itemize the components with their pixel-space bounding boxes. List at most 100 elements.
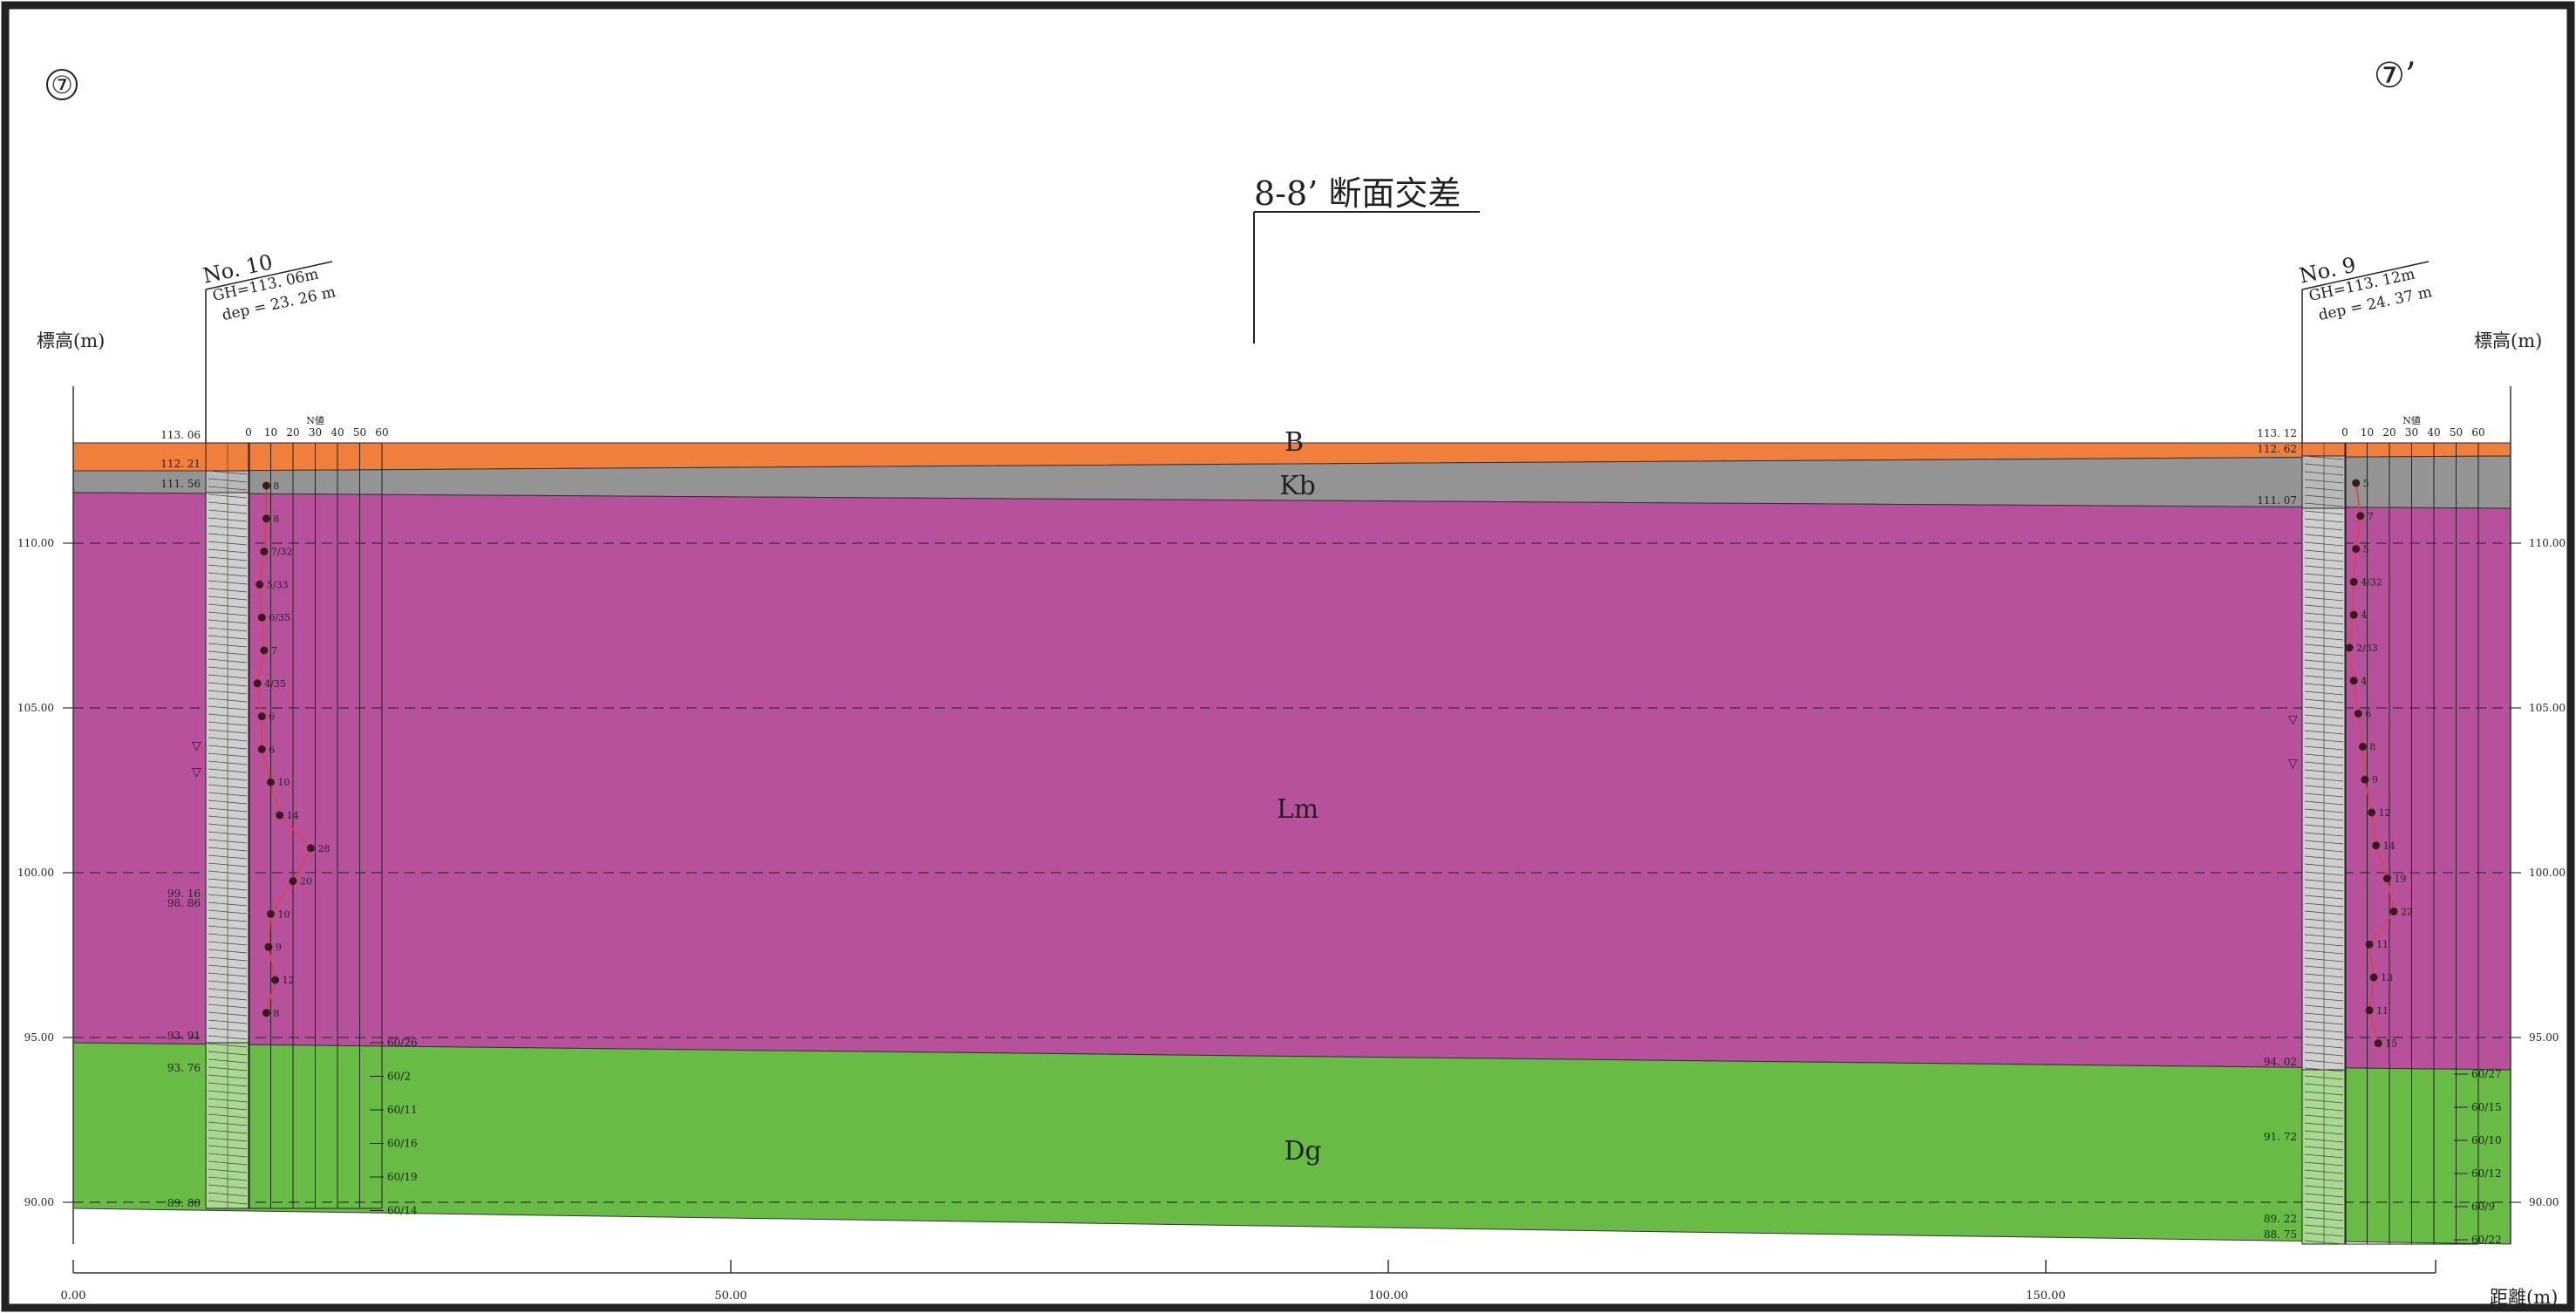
- n-value-point: [2365, 940, 2374, 949]
- borehole-elevation-label: 113. 06: [160, 429, 201, 441]
- distance-tick-label: 50.00: [714, 1289, 746, 1303]
- n-value-label: 11: [2376, 939, 2389, 950]
- borehole-elevation-label: 93. 91: [167, 1030, 201, 1042]
- n-value-point: [2382, 874, 2391, 883]
- distance-tick-label: 0.00: [61, 1289, 86, 1303]
- refusal-label: 60/26: [387, 1037, 418, 1049]
- n-value-label: 22: [2401, 906, 2413, 917]
- n-scale-label: 40: [2427, 426, 2440, 439]
- groundwater-icon: ▽: [2288, 758, 2298, 771]
- n-value-trend-line: [2348, 482, 2395, 1044]
- n-value-label: 12: [2379, 807, 2391, 819]
- strata-layers: [72, 442, 2511, 1245]
- borehole-elevation-label: 98. 86: [167, 897, 201, 909]
- n-value-label: 11: [2376, 1005, 2389, 1017]
- n-value-label: 12: [283, 975, 295, 986]
- distance-tick-label: 150.00: [2026, 1289, 2066, 1303]
- n-value-label: 7/32: [271, 547, 293, 558]
- borehole-elevation-label: 113. 12: [2257, 427, 2297, 439]
- groundwater-icon: ▽: [192, 766, 201, 779]
- n-value-point: [267, 909, 275, 918]
- n-value-label: 4: [2361, 676, 2367, 687]
- borehole-leader-rule: [205, 261, 333, 290]
- borehole-elevation-label: 99. 16: [167, 888, 201, 900]
- elevation-tick-label-right: 110.00: [2529, 537, 2566, 549]
- refusal-label: 60/14: [387, 1205, 418, 1217]
- n-value-label: 8: [273, 514, 279, 525]
- n-scale-label: 60: [2471, 426, 2484, 439]
- section-mark-left: ⑦: [46, 69, 78, 100]
- n-value-label: 19: [2394, 874, 2406, 885]
- n-scale-label: 30: [2405, 426, 2418, 439]
- n-scale-label: 0: [2341, 426, 2348, 439]
- n-value-label: 4/32: [2361, 576, 2382, 588]
- n-value-point: [2369, 973, 2378, 982]
- n-value-label: 14: [287, 810, 299, 821]
- n-value-label: 20: [300, 876, 312, 888]
- n-value-label: 4/35: [264, 678, 286, 690]
- n-value-label: 7: [2368, 511, 2374, 522]
- n-scale-label: 50: [2450, 426, 2463, 439]
- borehole-elevation-label: 89. 22: [2264, 1213, 2297, 1225]
- refusal-label: 60/9: [2471, 1201, 2495, 1213]
- refusal-label: 60/16: [387, 1138, 418, 1150]
- n-value-label: 5: [2363, 544, 2369, 555]
- n-value-label: 7: [271, 645, 277, 656]
- n-value-point: [271, 976, 280, 984]
- n-value-label: 28: [317, 843, 330, 854]
- refusal-label: 60/22: [2471, 1234, 2502, 1246]
- n-value-point: [2368, 808, 2376, 817]
- n-value-label: 14: [2383, 840, 2395, 852]
- n-value-header: N値: [306, 415, 324, 426]
- n-scale-label: 0: [245, 426, 252, 439]
- n-value-point: [257, 745, 266, 753]
- n-value-point: [2372, 841, 2381, 850]
- borehole-elevation-label: 91. 72: [2264, 1131, 2297, 1143]
- n-value-label: 6: [269, 711, 275, 723]
- refusal-label: 60/10: [2471, 1134, 2502, 1146]
- borehole-elevation-label: 112. 62: [2257, 443, 2297, 455]
- borehole-elevation-label: 111. 56: [160, 478, 201, 490]
- n-value-label: 6: [2365, 709, 2371, 720]
- borehole-elevation-label: 111. 07: [2257, 494, 2297, 507]
- elevation-tick-label-left: 105.00: [17, 702, 54, 714]
- y-axis-label-right: 標高(m): [2474, 330, 2542, 351]
- n-value-label: 15: [2385, 1038, 2397, 1050]
- n-value-point: [262, 1009, 270, 1017]
- borehole-leader-rule: [2301, 261, 2429, 290]
- n-value-label: 8: [2369, 741, 2375, 752]
- n-value-label: 5/33: [267, 579, 289, 590]
- elevation-tick-label-right: 100.00: [2529, 867, 2566, 879]
- n-value-point: [2349, 610, 2358, 619]
- n-scale-label: 50: [353, 426, 366, 439]
- refusal-label: 60/27: [2471, 1068, 2502, 1080]
- n-value-point: [2361, 775, 2369, 784]
- n-value-point: [2374, 1039, 2382, 1048]
- refusal-label: 60/15: [2471, 1101, 2502, 1113]
- elevation-tick-label-left: 90.00: [24, 1196, 54, 1208]
- n-value-point: [289, 877, 297, 886]
- x-axis-label: 距離(m): [2490, 1287, 2558, 1308]
- n-value-point: [257, 712, 266, 721]
- n-value-label: 9: [276, 942, 282, 953]
- borehole-elevation-label: 89. 80: [167, 1197, 201, 1209]
- n-value-point: [2345, 643, 2354, 652]
- n-scale-label: 40: [331, 426, 344, 439]
- elevation-tick-label-right: 90.00: [2529, 1196, 2559, 1208]
- n-value-label: 10: [278, 777, 290, 788]
- distance-tick-label: 100.00: [1368, 1289, 1408, 1303]
- n-value-point: [260, 548, 269, 556]
- n-scale-label: 10: [264, 426, 277, 439]
- n-value-point: [2349, 577, 2358, 586]
- n-value-point: [257, 613, 266, 622]
- n-value-label: 13: [2381, 972, 2393, 983]
- n-scale-label: 10: [2361, 426, 2374, 439]
- elevation-tick-label-right: 105.00: [2529, 702, 2566, 714]
- page-title: 8-8’ 断面交差: [1254, 174, 1461, 213]
- n-value-point: [306, 844, 315, 853]
- groundwater-icon: ▽: [192, 740, 201, 753]
- borehole-elevation-label: 88. 75: [2264, 1228, 2297, 1241]
